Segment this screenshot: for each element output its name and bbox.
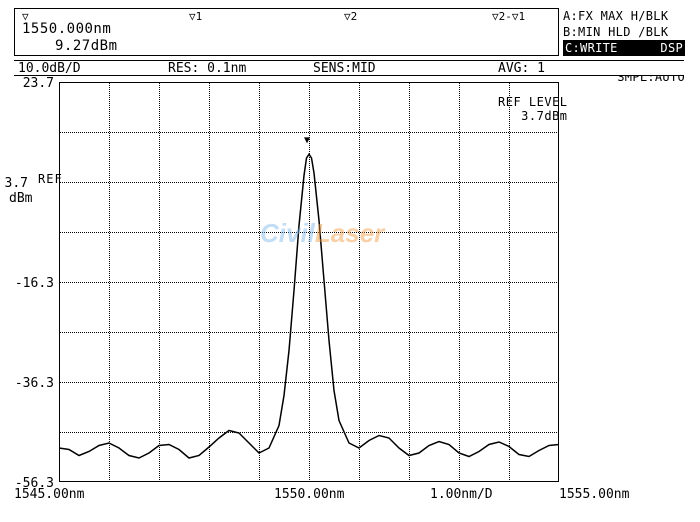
y-tick-0: 23.7 bbox=[9, 76, 54, 91]
resolution: RES: 0.1nm bbox=[164, 61, 309, 75]
trace-a-status: A:FX MAX H/BLK bbox=[563, 8, 685, 24]
osa-screenshot: ▽ ▽1 ▽2 ▽2-▽1 1550.000nm 9.27dBm A:FX MA… bbox=[0, 0, 700, 522]
ref-level-title: REF LEVEL bbox=[498, 95, 568, 109]
x-label-center: 1550.00nm bbox=[274, 487, 344, 502]
peak-power: 9.27dBm bbox=[55, 38, 118, 54]
y-tick-3: -36.3 bbox=[9, 376, 54, 391]
marker-1-icon: ▽1 bbox=[189, 10, 202, 23]
peak-marker-icon: ▼ bbox=[304, 135, 310, 146]
watermark-part2: Laser bbox=[315, 218, 384, 248]
y-tick-2: -16.3 bbox=[9, 276, 54, 291]
marker-delta-icon: ▽2-▽1 bbox=[492, 10, 525, 23]
trace-c-dsp: DSP bbox=[660, 40, 683, 56]
x-label-right: 1555.00nm bbox=[559, 487, 629, 502]
x-label-left: 1545.00nm bbox=[14, 487, 84, 502]
trace-c-status: C:WRITE DSP bbox=[563, 40, 685, 56]
marker-2-icon: ▽2 bbox=[344, 10, 357, 23]
ref-level-box: REF LEVEL 3.7dBm bbox=[498, 95, 568, 123]
watermark-part1: Civil bbox=[260, 218, 315, 248]
trace-b-status: B:MIN HLD /BLK bbox=[563, 24, 685, 40]
ref-level-value: 3.7dBm bbox=[498, 109, 568, 123]
db-per-div: 10.0dB/D bbox=[14, 61, 164, 75]
settings-bar: 10.0dB/D RES: 0.1nm SENS:MID AVG: 1 bbox=[14, 60, 684, 76]
averaging: AVG: 1 bbox=[454, 61, 549, 75]
sensitivity: SENS:MID bbox=[309, 61, 454, 75]
peak-wavelength: 1550.000nm bbox=[22, 21, 111, 37]
y-unit: dBm bbox=[9, 191, 32, 206]
trace-c-mode: C:WRITE bbox=[565, 40, 618, 56]
y-tick-1: 3.7 bbox=[0, 176, 28, 191]
watermark: CivilLaser bbox=[260, 218, 384, 249]
ref-indicator: REF bbox=[38, 172, 63, 186]
x-label-scale: 1.00nm/D bbox=[430, 487, 493, 502]
